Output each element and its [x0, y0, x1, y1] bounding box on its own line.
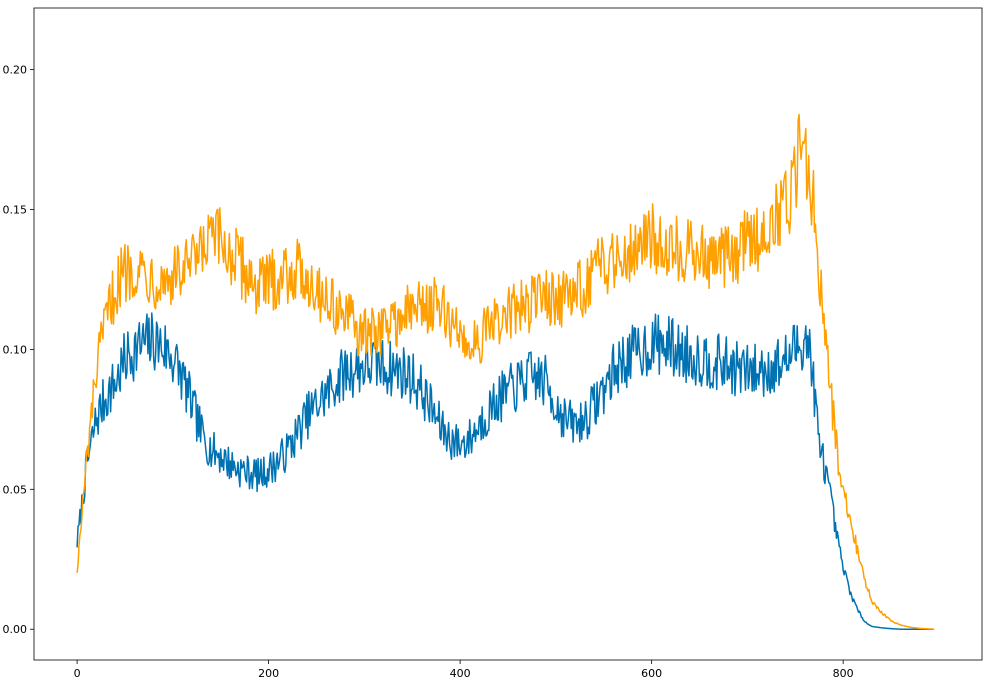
x-tick-label: 0: [74, 667, 81, 680]
x-axis-ticks: 0 200 400 600 800: [74, 660, 854, 680]
x-tick-label: 600: [641, 667, 662, 680]
y-tick-label: 0.05: [3, 483, 28, 496]
y-tick-label: 0.15: [3, 203, 28, 216]
series-layer: [76, 113, 935, 630]
x-tick-label: 200: [258, 667, 279, 680]
y-axis-ticks: 0.00 0.05 0.10 0.15 0.20: [3, 64, 34, 636]
series-line-2: [76, 113, 935, 630]
axes-frame: [33, 7, 983, 661]
x-tick-label: 400: [450, 667, 471, 680]
y-tick-label: 0.10: [3, 343, 28, 356]
y-tick-label: 0.00: [3, 623, 28, 636]
x-tick-label: 800: [833, 667, 854, 680]
series-line-1: [76, 312, 935, 630]
y-tick-label: 0.20: [3, 64, 28, 77]
